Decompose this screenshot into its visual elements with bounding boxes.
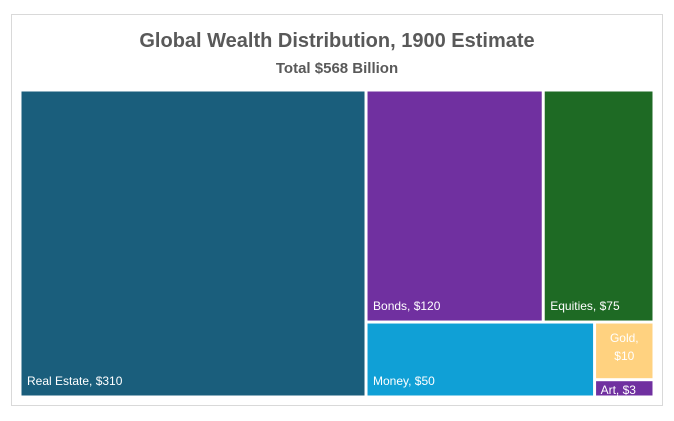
label-money: Money, $50 <box>373 374 435 388</box>
chart-subtitle: Total $568 Billion <box>275 60 399 77</box>
label-art: Art, $3 <box>601 383 637 397</box>
chart-title: Global Wealth Distribution, 1900 Estimat… <box>139 30 535 52</box>
label-bonds: Bonds, $120 <box>373 299 441 313</box>
label-gold: Gold, $10 <box>610 331 639 363</box>
label-real-estate: Real Estate, $310 <box>27 374 123 388</box>
label-equities: Equities, $75 <box>550 299 620 313</box>
tile-bonds <box>367 91 542 321</box>
tile-money <box>367 323 594 396</box>
tile-real-estate <box>21 91 365 396</box>
tile-art <box>596 381 653 396</box>
tile-gold <box>596 323 653 379</box>
tile-equities <box>544 91 653 321</box>
